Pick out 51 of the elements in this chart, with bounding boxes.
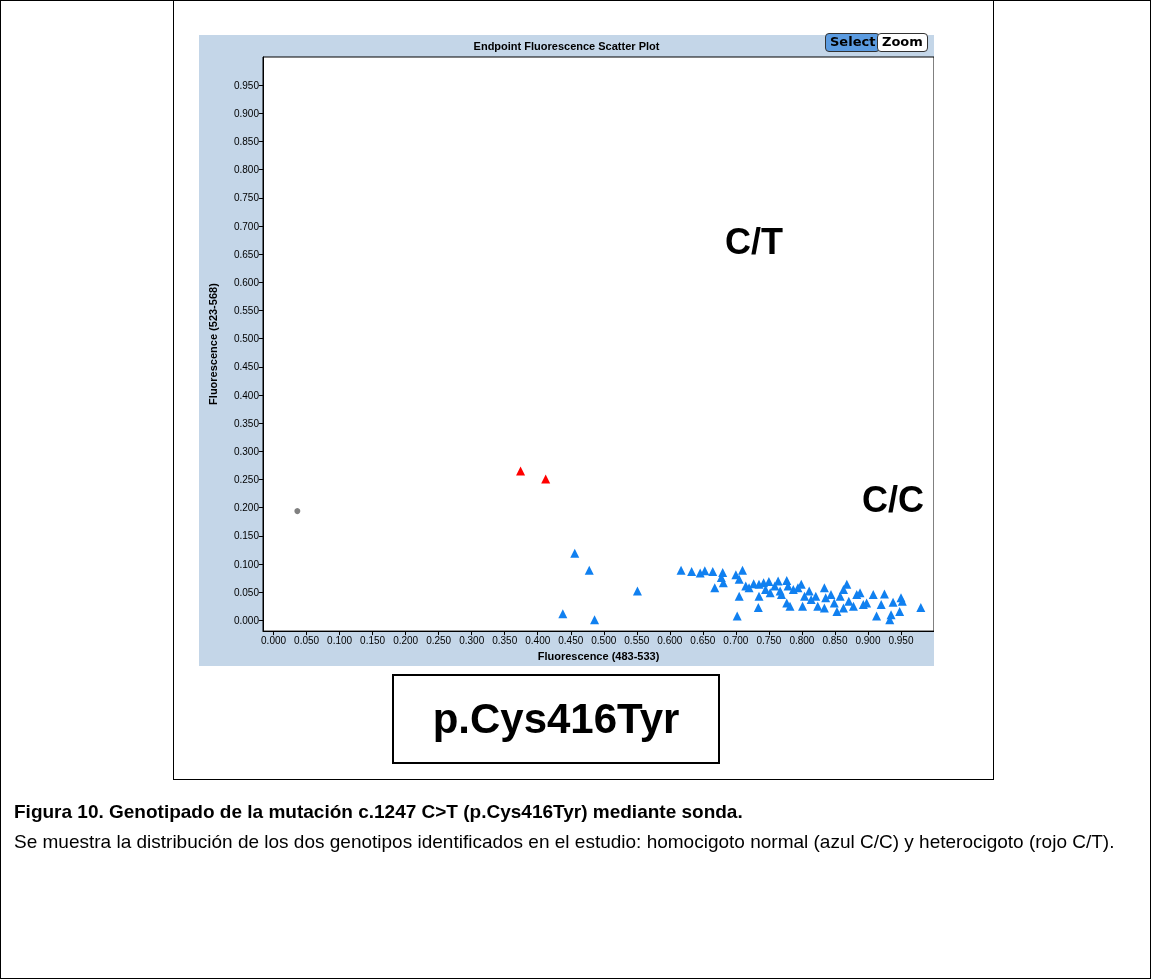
y-tick-label: 0.650 [233, 248, 260, 260]
y-tick-label: 0.300 [233, 445, 260, 457]
x-tick-label: 0.600 [657, 634, 683, 646]
x-tick-label: 0.500 [591, 634, 617, 646]
y-tick-label: 0.950 [233, 79, 260, 91]
y-tick-label: 0.150 [233, 530, 260, 542]
y-tick-label: 0.750 [233, 192, 260, 204]
text: Se muestra la distribución de los dos genotipos identificados en el estudio: homocigoto normal (azul C/C) y heterocigoto (rojo C/T). [14, 831, 1115, 852]
y-tick-label: 0.400 [233, 389, 260, 401]
y-tick-label: 0.700 [233, 220, 260, 232]
x-tick-label: 0.900 [855, 634, 881, 646]
zoom-button: Zoom [877, 33, 928, 52]
y-tick-label: 0.850 [233, 136, 260, 148]
x-tick-label: 0.450 [558, 634, 584, 646]
y-tick-label: 0.550 [233, 305, 260, 317]
x-tick-label: 0.350 [492, 634, 518, 646]
x-tick-label: 0.850 [822, 634, 848, 646]
x-tick-label: 0.650 [690, 634, 716, 646]
y-tick-label: 0.900 [233, 107, 260, 119]
x-tick-label: 0.700 [723, 634, 749, 646]
y-tick-label: 0.050 [233, 586, 260, 598]
y-tick-label: 0.800 [233, 164, 260, 176]
x-tick-label: 0.000 [261, 634, 287, 646]
point [294, 508, 301, 515]
x-tick-label: 0.200 [393, 634, 419, 646]
y-tick-label: 0.250 [233, 474, 260, 486]
annotation: C/T [725, 221, 783, 263]
x-tick-label: 0.400 [525, 634, 551, 646]
y-axis-title: Fluorescence (523-568) [206, 282, 219, 405]
y-tick-label: 0.450 [233, 361, 260, 373]
x-tick-label: 0.150 [360, 634, 386, 646]
y-tick-label: 0.600 [233, 276, 260, 288]
x-axis-title: Fluorescence (483-533) [537, 649, 660, 662]
x-tick-label: 0.050 [294, 634, 320, 646]
y-tick-label: 0.100 [233, 558, 260, 570]
x-tick-label: 0.100 [327, 634, 353, 646]
chart-title: Endpoint Fluorescence Scatter Plot [473, 39, 660, 52]
x-tick-label: 0.750 [756, 634, 782, 646]
point [516, 466, 526, 476]
x-tick-label: 0.250 [426, 634, 452, 646]
x-tick-label: 0.300 [459, 634, 485, 646]
x-tick-label: 0.950 [888, 634, 914, 646]
x-tick-label: 0.550 [624, 634, 650, 646]
y-tick-label: 0.000 [233, 614, 260, 626]
x-tick-label: 0.800 [789, 634, 815, 646]
y-tick-label: 0.500 [233, 333, 260, 345]
y-tick-label: 0.200 [233, 502, 260, 514]
annotation: C/C [862, 479, 924, 521]
y-tick-label: 0.350 [233, 417, 260, 429]
text: p.Cys416Tyr [392, 674, 720, 764]
text: Figura 10. Genotipado de la mutación c.1247 C>T (p.Cys416Tyr) mediante sonda. [14, 801, 743, 822]
